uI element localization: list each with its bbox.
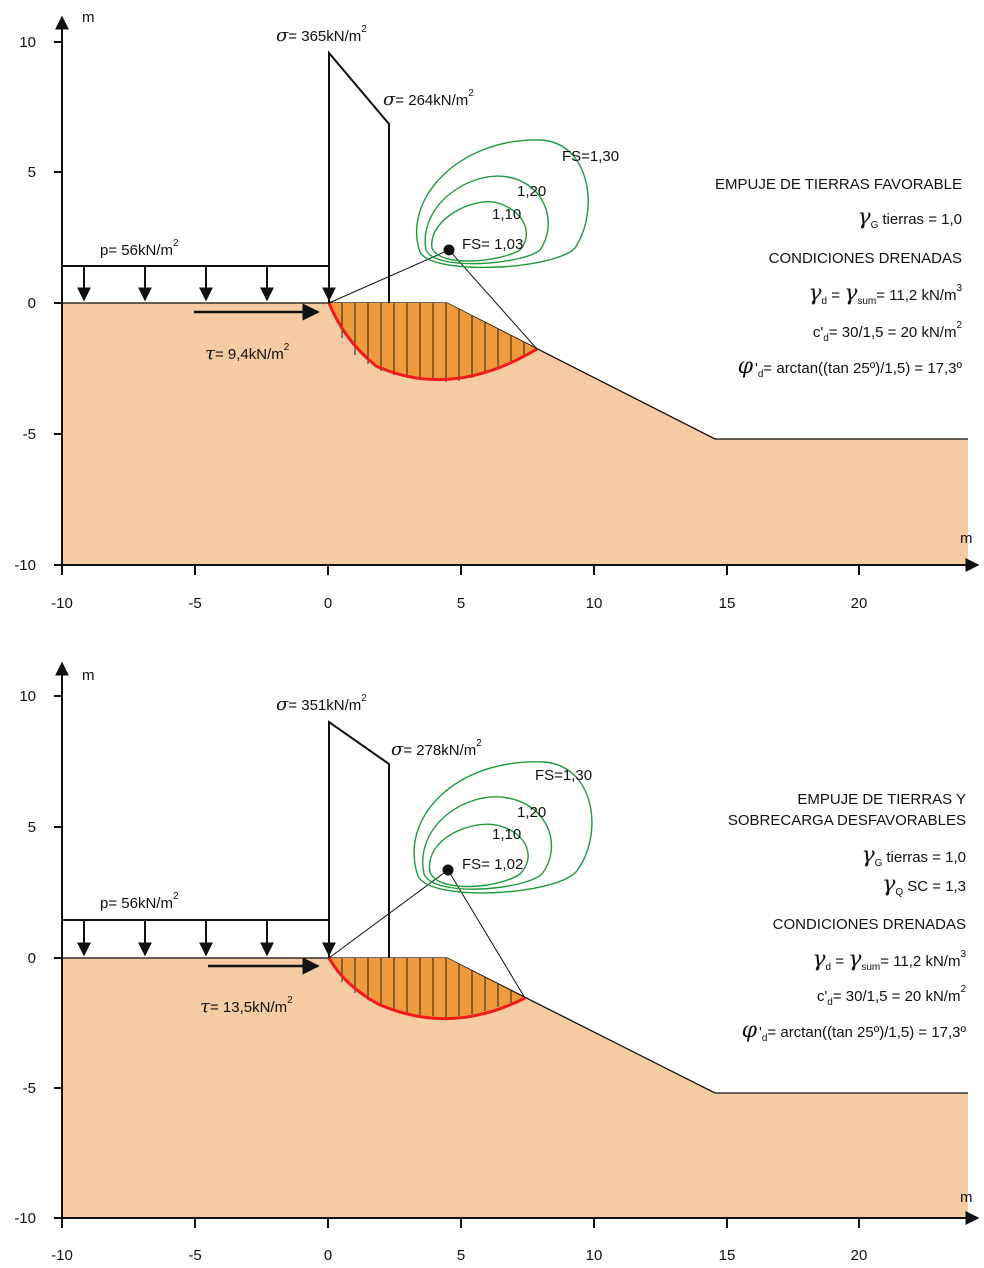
x-tick-label: 15 [719,1247,736,1264]
y-tick-label: 0 [28,950,36,967]
slip-surface [327,957,526,1021]
note-phi: φ'd= arctan((tan 25º)/1,5) = 17,3º [738,354,963,380]
surcharge-p [62,919,336,957]
design-notes: EMPUJE DE TIERRAS FAVORABLE γG tierras = … [715,176,963,380]
panel-bottom: FS=1,30 1,20 1,10 FS= 1,02 p= 56kN/m2 σ=… [14,661,980,1264]
fs-label-130: FS=1,30 [535,767,592,784]
surcharge-p [62,265,336,302]
slip-radius-right [447,869,526,999]
x-tick-label: 20 [851,595,868,612]
stress-diagram [328,50,390,303]
slip-centre [443,244,455,256]
y-tick-label: -5 [23,1080,36,1097]
fs-label-110: 1,10 [492,826,521,843]
note-title: EMPUJE DE TIERRAS Y [797,791,966,808]
slip-centre [442,864,454,876]
x-ticks [61,565,860,575]
y-tick-label: 10 [19,688,36,705]
fs-contours [415,139,589,269]
stress-diagram [328,720,390,958]
x-tick-label: 10 [586,1247,603,1264]
tau-label: τ= 13,5kN/m2 [200,995,293,1017]
ground-surface [62,302,968,440]
x-tick-label: -10 [51,1247,73,1264]
p-label: p= 56kN/m2 [100,891,179,912]
fs-label-120: 1,20 [517,183,546,200]
x-tick-label: 0 [324,595,332,612]
fs-label-120: 1,20 [517,804,546,821]
note-cd: c'd= 30/1,5 = 20 kN/m2 [813,320,963,344]
tau-label: τ= 9,4kN/m2 [205,342,290,364]
x-tick-label: -10 [51,595,73,612]
soil-body [62,958,968,1218]
note-gamma-q: γQ SC = 1,3 [882,872,966,898]
fs-label-min: FS= 1,03 [462,236,523,253]
x-tick-label: 5 [457,1247,465,1264]
note-drained: CONDICIONES DRENADAS [773,916,966,933]
fs-label-130: FS=1,30 [562,148,619,165]
note-cd: c'd= 30/1,5 = 20 kN/m2 [817,984,967,1008]
x-ticks [61,1218,860,1228]
sigma-left-label: σ= 365kN/m2 [276,24,367,46]
y-tick-label: -10 [14,1210,36,1227]
x-tick-label: -5 [188,595,201,612]
fs-contours [413,761,593,894]
x-tick-label: 20 [851,1247,868,1264]
x-unit: m [960,1189,973,1206]
y-unit: m [82,9,95,26]
y-tick-label: 5 [28,164,36,181]
p-label: p= 56kN/m2 [100,238,179,259]
y-tick-label: -10 [14,557,36,574]
sigma-left-label: σ= 351kN/m2 [276,693,367,715]
x-tick-label: 10 [586,595,603,612]
note-title: SOBRECARGA DESFAVORABLES [728,812,966,829]
note-gamma-d: γd = γsum= 11,2 kN/m3 [808,281,962,307]
fs-label-min: FS= 1,02 [462,856,523,873]
note-gamma-g: γG tierras = 1,0 [861,843,966,869]
sigma-right-label: σ= 278kN/m2 [391,738,482,760]
x-tick-label: 5 [457,595,465,612]
panel-top: FS=1,30 1,20 1,10 FS= 1,03 p= 56kN/m2 σ=… [14,9,980,612]
y-tick-label: 0 [28,295,36,312]
note-title: EMPUJE DE TIERRAS FAVORABLE [715,176,962,193]
y-ticks [54,41,62,566]
ground-surface [62,957,968,1094]
x-tick-label: -5 [188,1247,201,1264]
slip-surface [327,302,538,382]
soil-body [62,303,968,565]
x-tick-label: 0 [324,1247,332,1264]
y-unit: m [82,667,95,684]
fs-label-110: 1,10 [492,206,521,223]
note-gamma-g: γG tierras = 1,0 [857,205,962,231]
design-notes: EMPUJE DE TIERRAS Y SOBRECARGA DESFAVORA… [728,791,967,1044]
y-tick-label: 10 [19,34,36,51]
x-tick-label: 15 [719,595,736,612]
note-drained: CONDICIONES DRENADAS [769,250,962,267]
y-tick-label: 5 [28,819,36,836]
sigma-right-label: σ= 264kN/m2 [383,88,474,110]
y-tick-label: -5 [23,426,36,443]
note-gamma-d: γd = γsum= 11,2 kN/m3 [812,947,966,973]
x-unit: m [960,530,973,547]
note-phi: φ'd= arctan((tan 25º)/1,5) = 17,3º [742,1018,967,1044]
y-ticks [54,695,62,1219]
